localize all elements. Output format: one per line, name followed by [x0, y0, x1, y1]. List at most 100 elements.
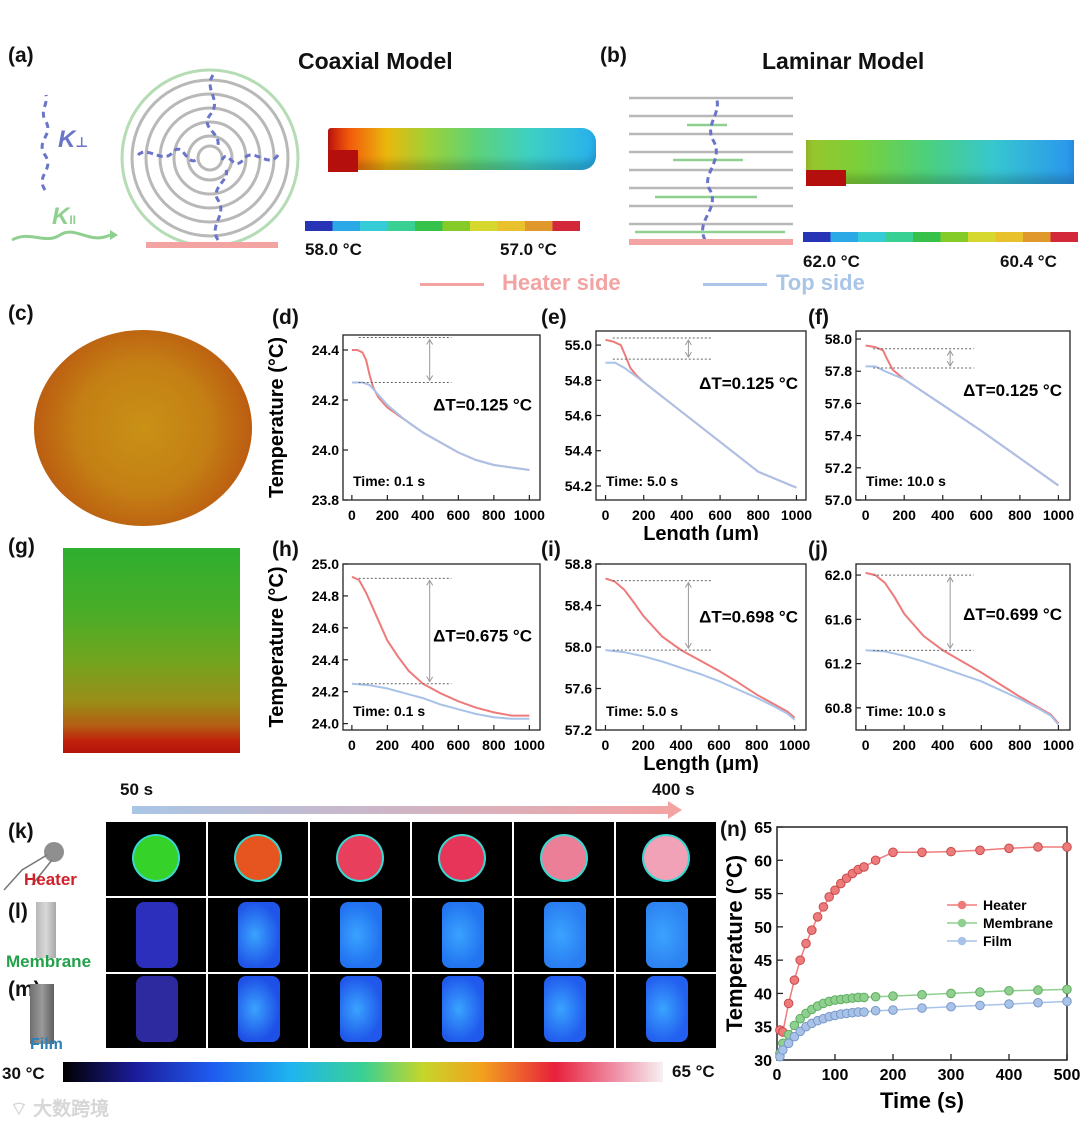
series-line-h-heater-side	[351, 575, 530, 717]
xtick-label-h: 200	[376, 737, 400, 753]
xtick-label-n: 100	[822, 1067, 849, 1084]
data-point-heater	[917, 847, 927, 858]
ytick-label-e: 55.0	[565, 337, 592, 353]
ytick-label-i: 57.2	[565, 722, 592, 738]
delta-t-label-d: ΔT=0.125 °C	[433, 396, 532, 415]
data-point-heater	[975, 845, 985, 856]
membrane-thermal-frame-6	[616, 898, 716, 972]
panel-a-label: (a)	[8, 44, 34, 67]
data-point-heater	[789, 975, 800, 985]
ytick-label-n: 60	[754, 853, 772, 870]
legend-label-membrane: Membrane	[983, 915, 1053, 931]
ytick-label-f: 57.0	[825, 492, 852, 508]
panel-l-label: (l)	[8, 900, 28, 923]
xtick-label-e: 600	[708, 507, 732, 523]
panel-b-title: Laminar Model	[762, 48, 925, 74]
ytick-label-n: 40	[754, 986, 772, 1003]
xtick-label-h: 800	[482, 737, 506, 753]
xtick-label-i: 200	[632, 737, 656, 753]
data-point-heater	[801, 938, 811, 949]
xtick-label-h: 1000	[514, 737, 545, 753]
xtick-label-n: 500	[1054, 1067, 1080, 1084]
coaxial-cross-section	[34, 330, 252, 526]
xtick-label-f: 800	[1008, 507, 1032, 523]
membrane-thermal-frame-4	[412, 898, 512, 972]
dt-arrowhead-top-e	[684, 339, 692, 346]
membrane-thermal-frame-5	[514, 898, 614, 972]
panel-k-label: (k)	[8, 820, 34, 843]
xtick-label-e: 200	[632, 507, 656, 523]
delta-t-label-h: ΔT=0.675 °C	[433, 627, 532, 646]
coaxial-rod-render	[328, 128, 596, 170]
dt-arrowhead-bottom-d	[426, 375, 434, 382]
ytick-label-i: 58.0	[565, 639, 592, 655]
ytick-label-h: 24.2	[312, 684, 339, 700]
data-point-heater	[824, 892, 834, 902]
data-point-film	[859, 1007, 869, 1017]
xtick-label-d: 200	[376, 507, 400, 523]
k-par-label: KII	[52, 203, 77, 230]
membrane-thermal-frame-3	[310, 898, 410, 972]
heater-thermal-frame-4	[412, 822, 512, 896]
dt-arrowhead-top-i	[684, 581, 692, 588]
chart-n: 30 35 40 45 50 55 60 65 0 100 200 300 400 500 Temperat…	[722, 820, 1080, 1113]
xtick-label-n: 300	[938, 1067, 965, 1084]
time-arrow-head	[668, 801, 682, 819]
xtick-label-j: 800	[1008, 737, 1032, 753]
series-line-i-top-side	[605, 649, 796, 721]
membrane-thermal-spot	[442, 902, 484, 968]
heater-sample-photo	[44, 842, 64, 862]
panel-i-label: (i)	[541, 538, 561, 561]
panel-j-label: (j)	[808, 538, 828, 561]
panel-c-label: (c)	[8, 302, 34, 325]
dt-arrowhead-bottom-h	[426, 676, 434, 683]
xtick-label-e: 400	[670, 507, 694, 523]
ytick-label-f: 57.2	[825, 460, 852, 476]
film-thermal-frame-1	[106, 974, 206, 1048]
data-point-membrane	[1062, 984, 1072, 995]
heater-thermal-frame-2	[208, 822, 308, 896]
laminar-cross-section	[63, 548, 240, 753]
xtick-label-f: 600	[970, 507, 994, 523]
membrane-sample-photo	[36, 902, 56, 958]
data-point-film	[946, 1001, 956, 1012]
series-line-j-top-side	[865, 649, 1060, 726]
heater-thermal-frame-1	[106, 822, 206, 896]
xtick-label-j: 1000	[1043, 737, 1074, 753]
k-perp-label: K⊥	[58, 126, 89, 153]
ytick-label-h: 24.8	[312, 588, 339, 604]
ytick-label-d: 24.4	[312, 342, 339, 358]
heater-sample-label: Heater	[24, 870, 77, 889]
xtick-label-j: 600	[970, 737, 994, 753]
data-point-membrane	[859, 992, 869, 1003]
data-point-film	[917, 1003, 927, 1013]
ytick-label-e: 54.4	[565, 443, 592, 459]
top-side-legend-label: Top side	[776, 270, 865, 295]
film-thermal-spot	[340, 976, 382, 1042]
data-point-film	[783, 1038, 794, 1049]
chart-d: 23.8 24.0 24.2 24.4 0 200 400 600 800 1000 Tempera…	[266, 334, 545, 523]
ytick-label-e: 54.6	[565, 408, 592, 424]
ytick-label-e: 54.2	[565, 478, 592, 494]
data-point-heater	[836, 878, 846, 889]
coaxial-rings-diagram	[120, 68, 300, 248]
data-point-heater	[1033, 842, 1043, 852]
legend-label-film: Film	[983, 933, 1012, 949]
laminar-colorbar-max: 60.4 °C	[1000, 252, 1057, 271]
ytick-label-i: 58.8	[565, 558, 592, 572]
data-point-heater	[795, 955, 805, 965]
data-point-membrane	[1004, 985, 1014, 996]
xtick-label-i: 400	[669, 737, 693, 753]
delta-t-label-f: ΔT=0.125 °C	[963, 381, 1062, 400]
xtick-label-h: 400	[411, 737, 435, 753]
panel-b-label: (b)	[600, 44, 627, 67]
plot-frame-j	[855, 563, 1071, 731]
data-point-membrane	[1033, 985, 1043, 995]
plot-frame-f	[855, 330, 1071, 501]
y-axis-label-h: Temperature (°C)	[266, 567, 288, 728]
xtick-label-f: 0	[862, 507, 870, 523]
time-label-i: Time: 5.0 s	[606, 703, 678, 719]
data-point-heater	[783, 998, 794, 1009]
data-point-membrane	[789, 1020, 800, 1031]
panel-g-label: (g)	[8, 535, 35, 558]
